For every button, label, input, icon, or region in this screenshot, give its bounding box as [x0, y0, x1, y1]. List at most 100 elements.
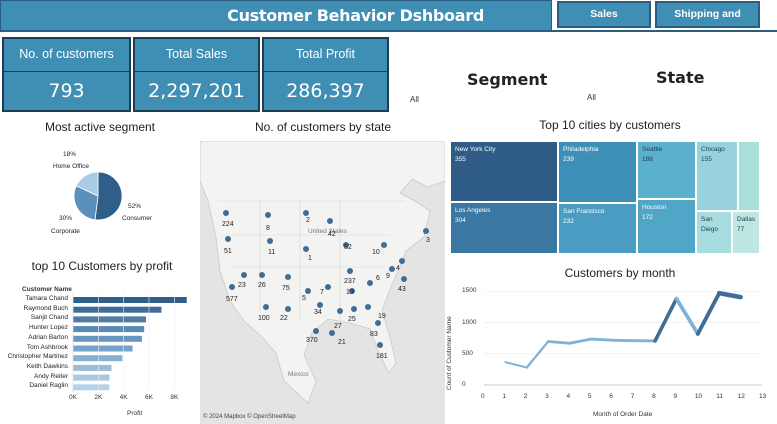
- city-tile[interactable]: Seattle 188: [637, 141, 696, 199]
- city-value: 77: [737, 226, 745, 233]
- profit-bar[interactable]: [73, 364, 112, 371]
- month-line-segment[interactable]: [589, 337, 614, 342]
- profit-bar[interactable]: [73, 326, 145, 333]
- state-marker[interactable]: [329, 330, 335, 336]
- month-y-tick: 500: [462, 349, 473, 357]
- state-marker[interactable]: [381, 242, 387, 248]
- state-marker[interactable]: [337, 308, 343, 314]
- state-marker[interactable]: [263, 304, 269, 310]
- sales-performance-button[interactable]: Sales Performance: [557, 1, 651, 43]
- month-line-segment[interactable]: [568, 337, 593, 345]
- state-marker[interactable]: [399, 258, 405, 264]
- city-tile[interactable]: Houston 172: [637, 199, 696, 254]
- kpi-value: 286,397: [286, 80, 365, 102]
- city-name: Seattle: [642, 146, 663, 153]
- month-x-tick: 13: [759, 393, 767, 400]
- customer-name-label: Raymond Buch: [23, 304, 68, 312]
- profit-bar[interactable]: [73, 345, 133, 352]
- pie-label-corporate: Corporate: [51, 228, 80, 235]
- state-marker[interactable]: [225, 236, 231, 242]
- pie-label-home-office: Home Office: [53, 163, 90, 170]
- profit-bar[interactable]: [73, 384, 110, 391]
- state-marker[interactable]: [365, 304, 371, 310]
- month-x-tick: 4: [566, 393, 571, 400]
- state-marker[interactable]: [313, 328, 319, 334]
- profit-x-tick: 8K: [170, 394, 179, 401]
- state-filter-value[interactable]: All: [587, 93, 596, 102]
- state-count-label: 83: [370, 331, 378, 338]
- state-marker[interactable]: [343, 242, 349, 248]
- month-line-segment[interactable]: [546, 340, 571, 345]
- state-marker[interactable]: [285, 274, 291, 280]
- state-marker[interactable]: [389, 266, 395, 272]
- profit-bar[interactable]: [73, 306, 162, 313]
- profit-x-label: Profit: [127, 410, 143, 417]
- customers-state-map[interactable]: United States Mexico 224 8 2 42 52 3 51 11 1 10 75…: [200, 141, 445, 424]
- city-tile[interactable]: Chicago 155: [696, 141, 738, 211]
- state-marker[interactable]: [265, 212, 271, 218]
- month-line-segment[interactable]: [504, 361, 528, 369]
- city-name: New York City: [455, 146, 496, 153]
- state-count-label: 52: [344, 244, 352, 251]
- state-marker[interactable]: [223, 210, 229, 216]
- month-line-segment[interactable]: [716, 290, 743, 300]
- state-marker[interactable]: [325, 284, 331, 290]
- segment-filter-value[interactable]: All: [410, 95, 419, 104]
- city-tile[interactable]: Los Angeles 304: [450, 202, 558, 254]
- map-landmass: [200, 141, 445, 404]
- state-marker[interactable]: [229, 284, 235, 290]
- profit-bar[interactable]: [73, 335, 142, 342]
- city-name: Philadelphia: [563, 146, 599, 153]
- state-marker[interactable]: [375, 320, 381, 326]
- month-line-segment[interactable]: [674, 296, 700, 336]
- state-marker[interactable]: [349, 288, 355, 294]
- state-marker[interactable]: [285, 306, 291, 312]
- profit-bar[interactable]: [73, 316, 146, 323]
- state-count-label: 34: [314, 309, 322, 316]
- state-count-label: 42: [328, 231, 336, 238]
- state-marker[interactable]: [327, 218, 333, 224]
- city-value: 172: [642, 214, 653, 221]
- state-marker[interactable]: [347, 268, 353, 274]
- customer-name-label: Tom Ashbrook: [26, 343, 68, 351]
- state-marker[interactable]: [305, 288, 311, 294]
- state-marker[interactable]: [401, 276, 407, 282]
- state-count-label: 2: [306, 217, 310, 224]
- customer-name-label: Hunter Lopez: [28, 324, 68, 332]
- city-tile[interactable]: New York City 355: [450, 141, 558, 202]
- header-divider: [0, 30, 777, 32]
- city-value: 239: [563, 156, 574, 163]
- profit-bar[interactable]: [73, 297, 187, 303]
- customer-name-label: Andy Reiter: [34, 372, 68, 380]
- segment-filter-label: Segment: [467, 70, 548, 89]
- state-marker[interactable]: [303, 210, 309, 216]
- kpi-profit-card: Total Profit 286,397: [262, 37, 389, 112]
- state-marker[interactable]: [303, 246, 309, 252]
- state-marker[interactable]: [377, 342, 383, 348]
- customer-name-label: Christopher Martinez: [7, 353, 68, 361]
- month-line-segment[interactable]: [653, 296, 679, 343]
- profit-bar[interactable]: [73, 374, 110, 381]
- month-x-tick: 9: [673, 393, 678, 400]
- state-marker[interactable]: [351, 306, 357, 312]
- state-marker[interactable]: [241, 272, 247, 278]
- city-tile[interactable]: [738, 141, 760, 211]
- state-filter-label: State: [656, 68, 705, 87]
- month-line-segment[interactable]: [525, 340, 550, 369]
- city-tile[interactable]: Philadelphia 239: [558, 141, 637, 203]
- state-count-label: 4: [396, 265, 400, 272]
- state-marker[interactable]: [259, 272, 265, 278]
- state-marker[interactable]: [267, 238, 273, 244]
- profit-bar[interactable]: [73, 355, 123, 362]
- state-count-label: 370: [306, 337, 318, 344]
- city-tile[interactable]: Dallas 77: [732, 211, 760, 254]
- city-tile[interactable]: San Francisco 232: [558, 203, 637, 254]
- city-tile[interactable]: San Diego: [696, 211, 732, 254]
- state-marker[interactable]: [367, 280, 373, 286]
- month-x-tick: 1: [502, 393, 506, 400]
- state-marker[interactable]: [423, 228, 429, 234]
- state-marker[interactable]: [317, 302, 323, 308]
- month-line-segment[interactable]: [695, 291, 722, 336]
- month-y-tick: 1500: [462, 287, 477, 295]
- shipping-delivery-button[interactable]: Shipping and Delivery: [655, 1, 760, 43]
